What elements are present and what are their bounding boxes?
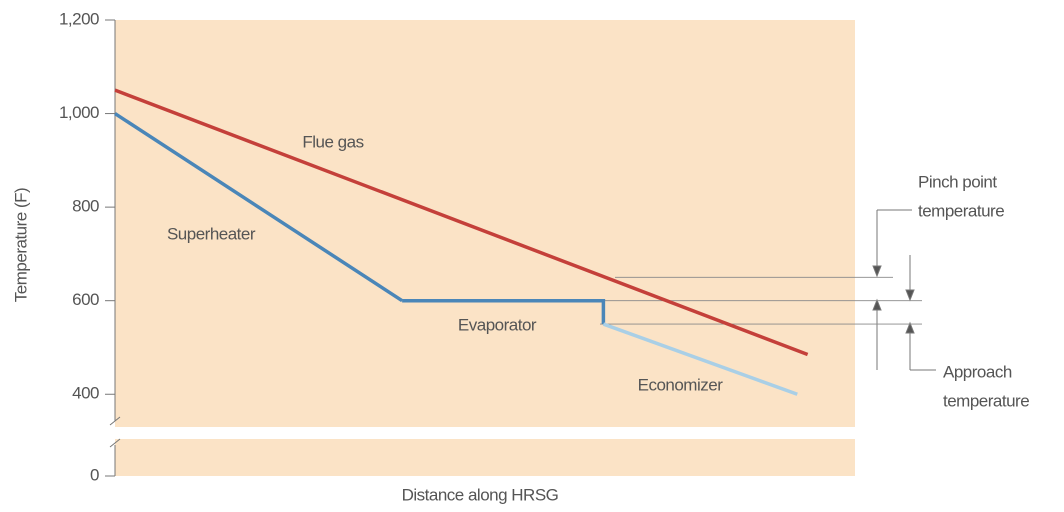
- arrow-head: [872, 265, 882, 278]
- series-label: Superheater: [167, 224, 256, 243]
- y-tick-label: 600: [72, 290, 99, 309]
- y-tick-label: 1,200: [59, 9, 99, 28]
- annotation: temperature: [918, 201, 1004, 220]
- axis-break: [109, 416, 121, 448]
- x-axis-label: Distance along HRSG: [402, 485, 559, 504]
- y-tick-label: 0: [90, 465, 99, 484]
- annotation: Pinch point: [918, 172, 997, 191]
- annotation: temperature: [943, 391, 1029, 410]
- y-axis-label: Temperature (F): [11, 188, 30, 302]
- line: [114, 112, 404, 303]
- y-tick-label: 800: [72, 197, 99, 216]
- y-tick-label: 1,000: [59, 103, 99, 122]
- arrow-head: [905, 321, 915, 334]
- series-label: Flue gas: [302, 132, 363, 151]
- line: [114, 88, 809, 357]
- arrow-head: [905, 289, 915, 302]
- pinch-arrows: [872, 209, 936, 371]
- plot-area: [115, 20, 855, 427]
- y-tick-label: 400: [72, 384, 99, 403]
- series-label: Evaporator: [458, 315, 537, 334]
- line: [602, 322, 798, 396]
- arrow-head: [872, 298, 882, 311]
- plot-background: [115, 20, 855, 476]
- series-label: Economizer: [638, 375, 724, 394]
- line: [402, 298, 606, 325]
- plot-area: [115, 439, 855, 476]
- annotation: Approach: [943, 362, 1012, 381]
